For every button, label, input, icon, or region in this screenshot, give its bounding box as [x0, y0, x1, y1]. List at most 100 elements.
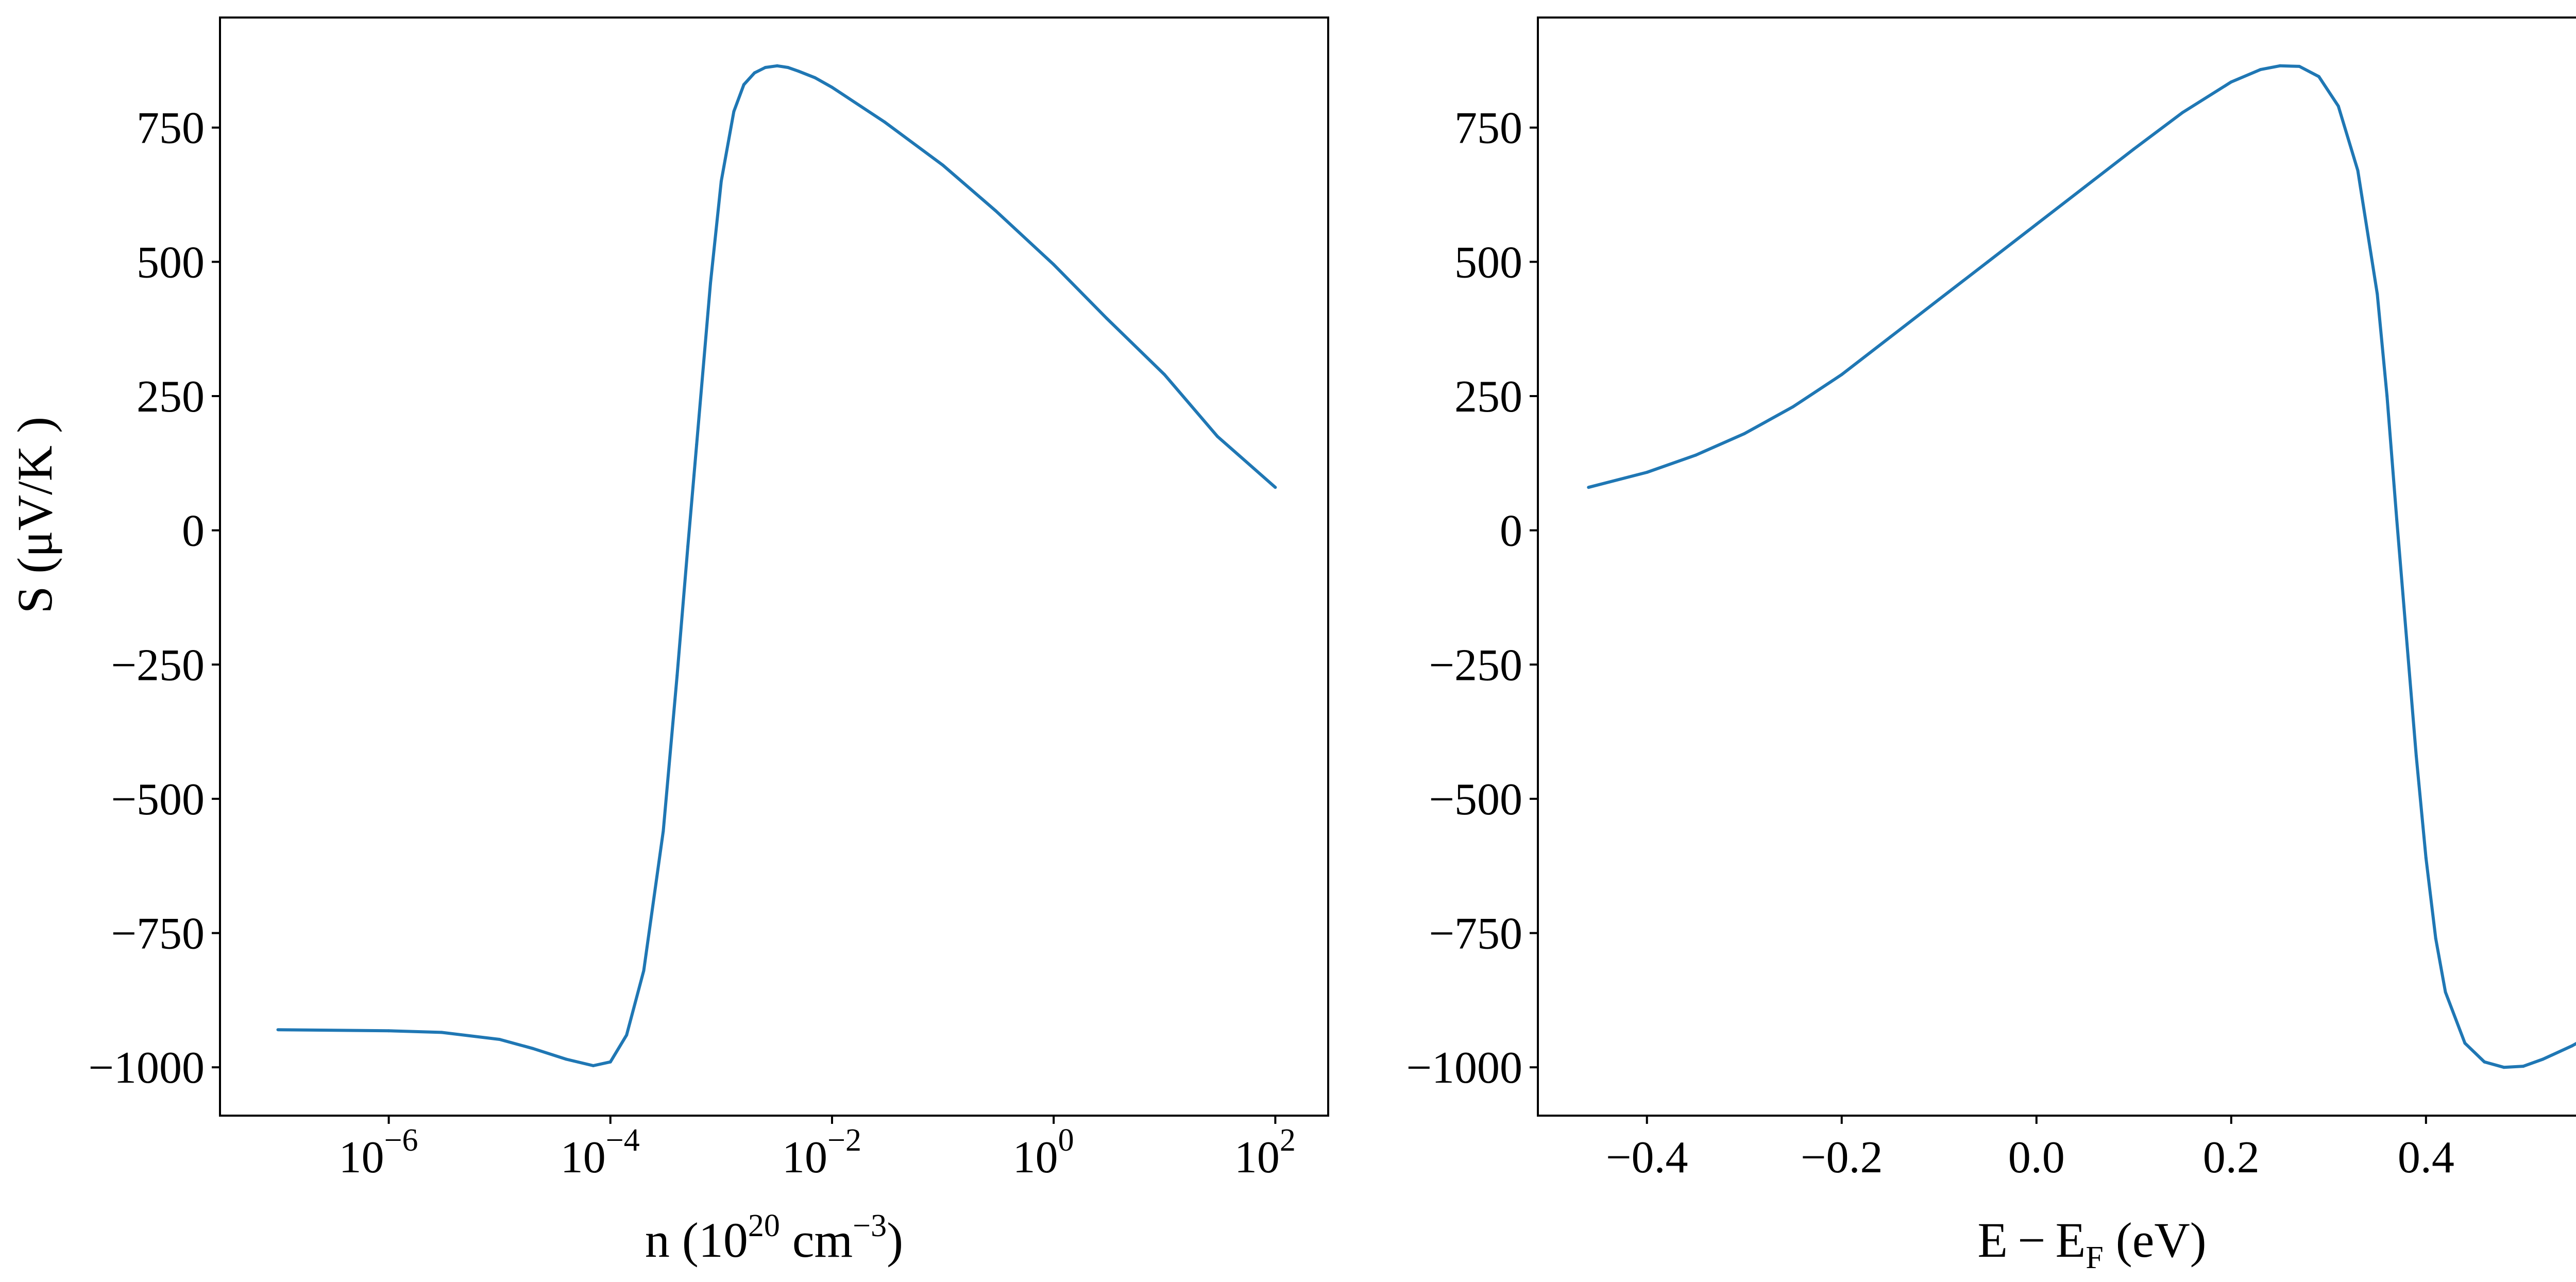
x-axis: 10−6 10−4 10−2 100 102 — [339, 1116, 1296, 1183]
series-line-segment — [675, 544, 690, 677]
series-line-segment — [941, 163, 997, 213]
chart-right-seebeck-vs-energy: 750 500 250 0 −250 −500 −750 −1000 −0.4 −0.2 0.0 0… — [1406, 16, 2576, 1275]
y-tick-label: 500 — [1454, 237, 1522, 287]
series-line-segment — [2336, 105, 2360, 173]
series-line-segment — [1587, 471, 1649, 489]
series-line-segment — [440, 1031, 501, 1041]
series-line-segment — [2463, 1041, 2486, 1064]
plot-area — [219, 16, 1329, 1117]
series-line-segment — [1105, 316, 1166, 377]
series-line-segment — [2083, 147, 2136, 189]
series-line-segment — [686, 442, 699, 548]
series-line-segment — [662, 674, 679, 833]
y-tick-label: 250 — [137, 372, 205, 422]
series-line-segment — [719, 110, 736, 183]
y-tick-label: −250 — [111, 640, 205, 690]
series-line-segment — [1645, 453, 1698, 474]
x-tick-label: 100 — [1013, 1123, 1074, 1183]
series-line — [276, 64, 1277, 1067]
x-tick-label: 0.0 — [2008, 1133, 2065, 1183]
x-tick-label: 10−2 — [782, 1123, 861, 1183]
series-line-segment — [2444, 990, 2467, 1045]
series-line-segment — [742, 71, 756, 87]
series-line-segment — [387, 1029, 444, 1034]
series-line-segment — [531, 1047, 568, 1061]
y-tick-label: −500 — [1429, 775, 1522, 825]
series-line-segment — [1840, 335, 1892, 377]
series-line-segment — [276, 1028, 391, 1033]
x-tick-label: 10−4 — [561, 1123, 640, 1183]
series-line-segment — [994, 209, 1056, 266]
x-axis-label: n (1020 cm−3) — [645, 1208, 903, 1268]
y-tick-label: −500 — [111, 775, 205, 825]
series-line-segment — [1986, 223, 2038, 264]
plot-area — [1537, 16, 2576, 1117]
y-axis: 750 500 250 0 −250 −500 −750 −1000 — [1406, 104, 1538, 1093]
plot-frame — [1537, 16, 2576, 1117]
series-line-segment — [2317, 75, 2340, 108]
y-tick-label: 0 — [1500, 506, 1522, 556]
series-line-segment — [775, 64, 790, 69]
series-line-segment — [753, 66, 767, 75]
series-line — [1587, 64, 2576, 1069]
y-tick-label: 750 — [1454, 104, 1522, 153]
y-tick-label: 500 — [137, 237, 205, 287]
y-tick-label: 750 — [137, 104, 205, 153]
series-line-segment — [695, 282, 712, 446]
series-line-segment — [2385, 395, 2399, 521]
series-line-segment — [591, 1060, 612, 1067]
y-tick-label: −250 — [1429, 640, 1522, 690]
series-line-segment — [1937, 260, 1990, 301]
series-line-segment — [608, 1033, 629, 1064]
x-tick-label: 0.4 — [2398, 1133, 2454, 1183]
series-line-segment — [2181, 80, 2233, 114]
series-line-segment — [786, 66, 801, 73]
series-line-segment — [1791, 373, 1843, 408]
series-line-segment — [2521, 1057, 2545, 1068]
series-line-segment — [2570, 1041, 2576, 1048]
x-tick-label: 10−6 — [339, 1123, 418, 1183]
series-line-segment — [797, 70, 817, 79]
y-tick-label: −750 — [1429, 909, 1522, 959]
y-axis-label: S (μV/K ) — [7, 417, 62, 613]
x-tick-label: 0.2 — [2203, 1133, 2260, 1183]
series-line-segment — [2132, 111, 2184, 151]
series-line-segment — [1163, 373, 1219, 438]
y-tick-label: −750 — [111, 909, 205, 959]
series-line-segment — [625, 969, 646, 1037]
series-line-segment — [831, 86, 887, 124]
series-line-segment — [2376, 292, 2389, 398]
y-axis: 750 500 250 0 −250 −500 −750 −1000 — [88, 104, 220, 1093]
series-line-segment — [1215, 435, 1277, 489]
series-line-segment — [2395, 518, 2408, 640]
series-line-segment — [1052, 263, 1108, 320]
series-line-segment — [2298, 64, 2320, 78]
y-tick-label: 0 — [182, 506, 205, 556]
series-line-segment — [813, 76, 834, 89]
series-line-segment — [2483, 1060, 2505, 1069]
x-tick-label: −0.4 — [1606, 1133, 1688, 1183]
series-line-segment — [498, 1038, 535, 1050]
x-tick-label: −0.2 — [1801, 1133, 1883, 1183]
x-axis-label: E − EF (eV) — [1977, 1212, 2206, 1275]
y-tick-label: −1000 — [88, 1043, 205, 1093]
chart-left-seebeck-vs-carrier-density: 750 500 250 0 −250 −500 −750 −1000 10−6 10−4 10−2… — [7, 16, 1329, 1268]
x-axis: −0.4−0.20.00.20.40.6 — [1606, 1116, 2454, 1183]
series-line-segment — [2414, 754, 2428, 860]
series-line-segment — [709, 180, 723, 285]
series-line-segment — [2035, 185, 2087, 226]
series-line-segment — [1694, 432, 1746, 457]
series-line-segment — [2405, 636, 2418, 758]
series-line-segment — [2541, 1044, 2574, 1061]
series-line-segment — [732, 83, 745, 113]
series-line-segment — [2356, 169, 2379, 296]
y-tick-label: 250 — [1454, 372, 1522, 422]
x-tick-label: 102 — [1234, 1123, 1296, 1183]
series-line-segment — [764, 64, 779, 69]
series-line-segment — [2259, 64, 2282, 72]
series-line-segment — [2229, 68, 2262, 84]
y-tick-label: −1000 — [1406, 1043, 1522, 1093]
series-line-segment — [642, 829, 665, 972]
series-line-segment — [1742, 405, 1795, 435]
